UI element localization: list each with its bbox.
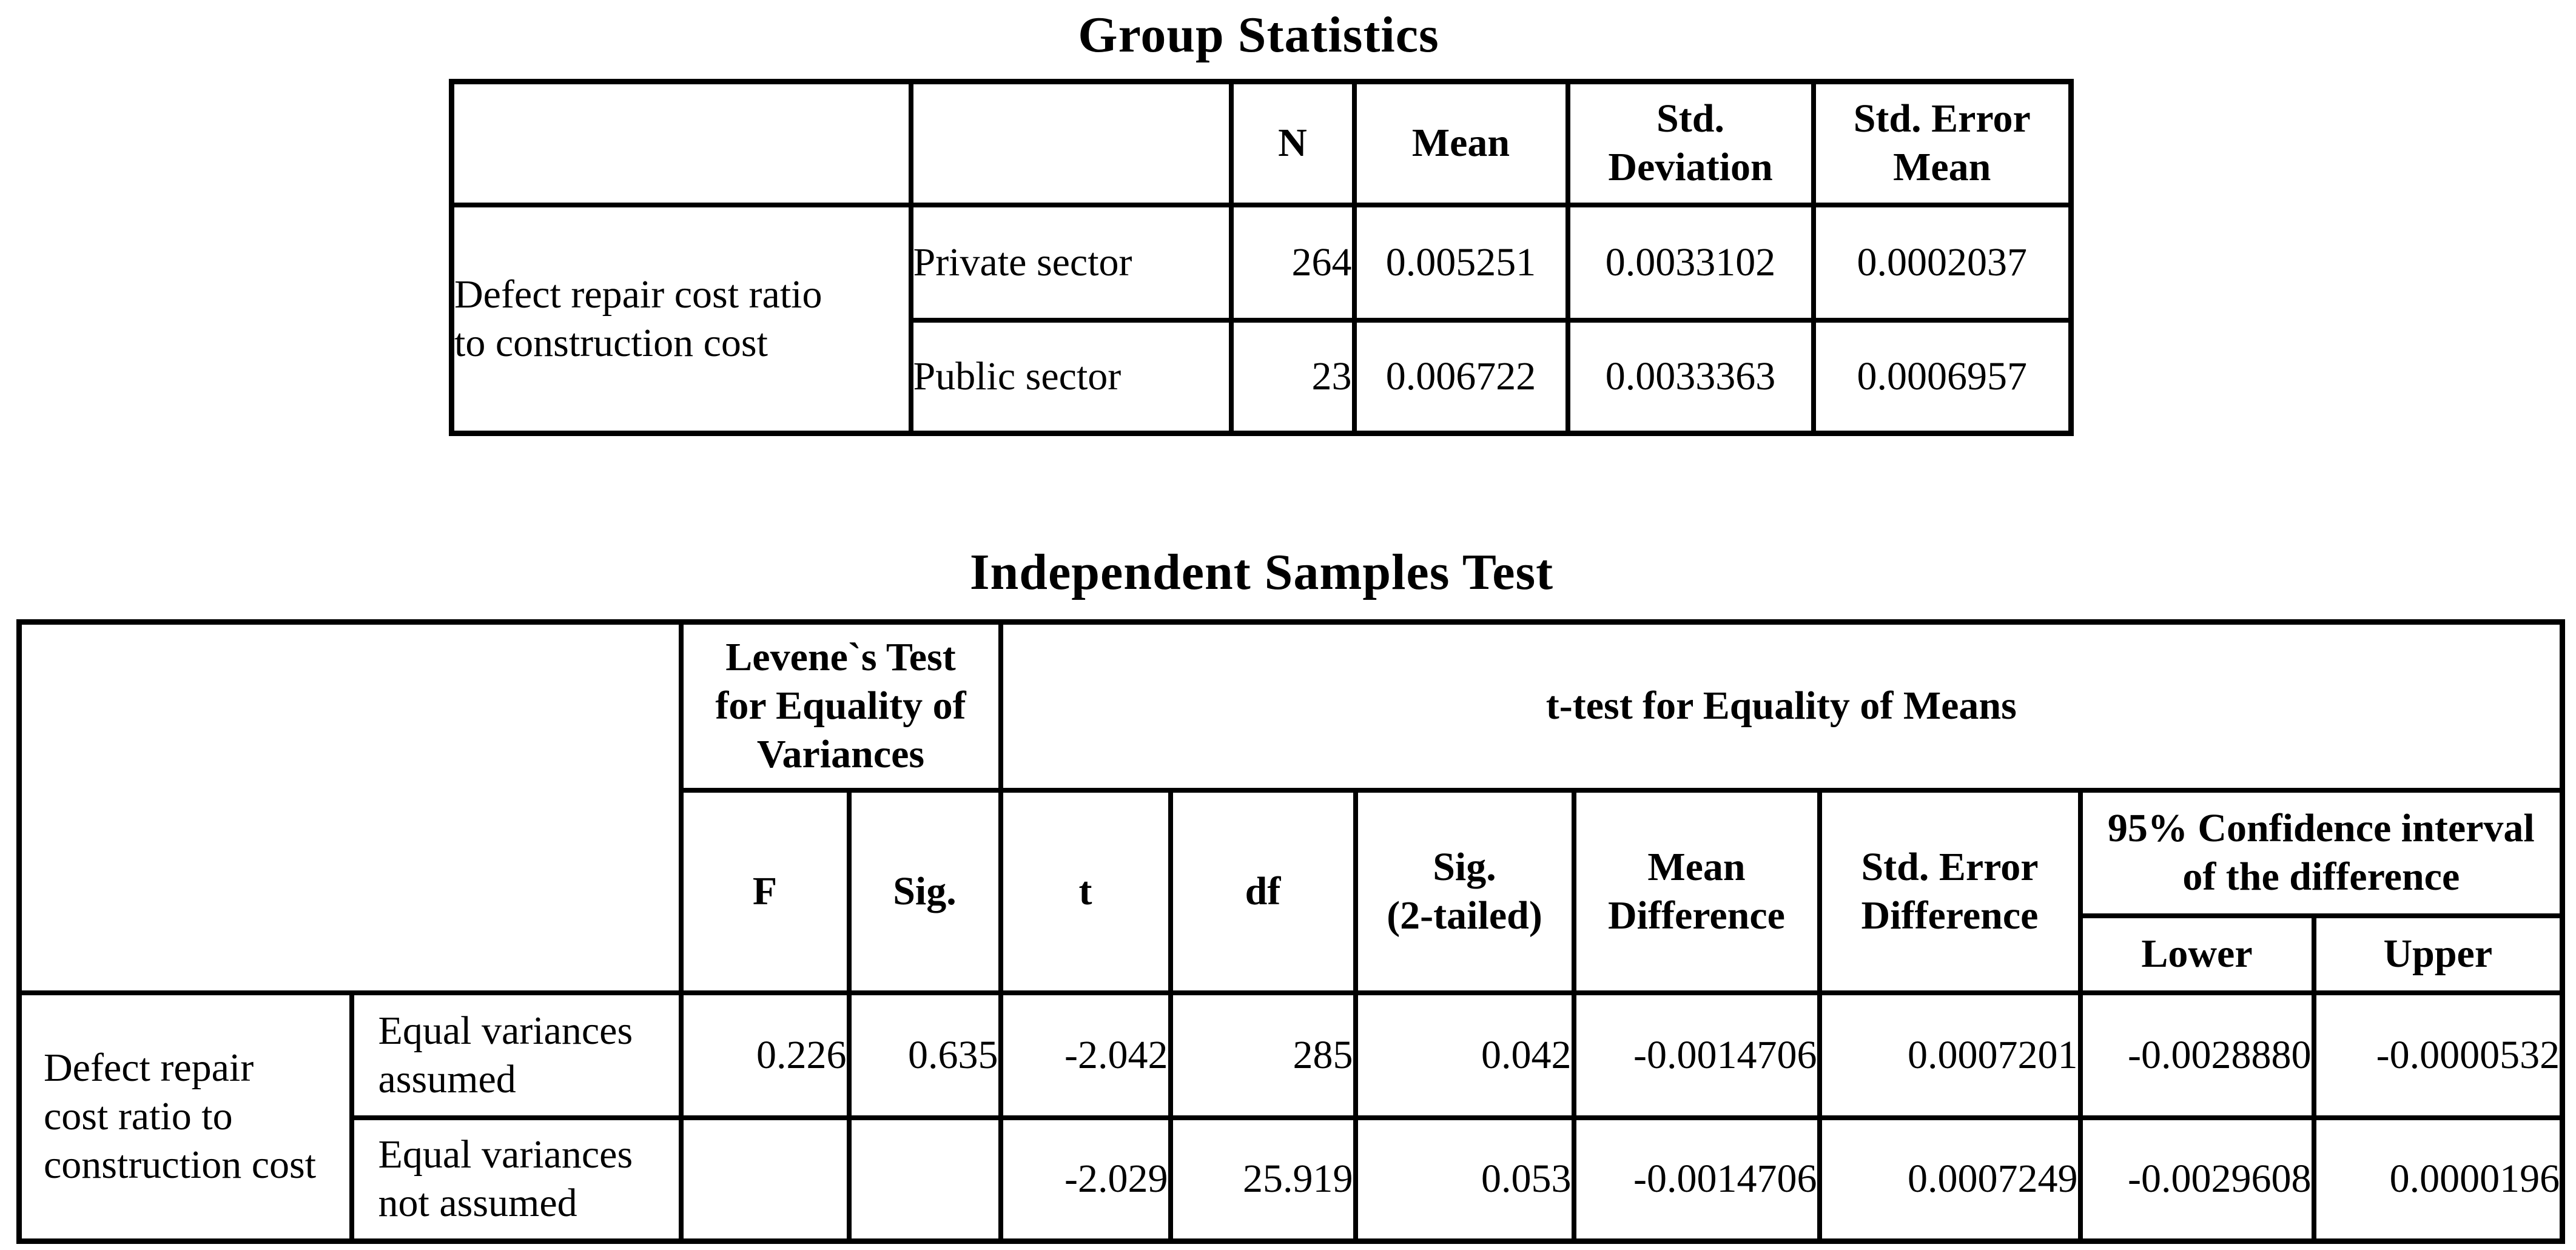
ist-header-mean-difference: Mean Difference: [1571, 787, 1822, 995]
gs-row-public-sector: Public sector 23 0.006722 0.0033363 0.00…: [452, 317, 2074, 436]
gs-row-private-sector: Defect repair cost ratio to construction…: [449, 202, 2074, 436]
gs-header-std-error-mean: Std. Error Mean: [1811, 79, 2074, 207]
ist-header-ttest: t-test for Equality of Means: [998, 619, 2565, 793]
gs-header-empty-variable: [449, 79, 913, 207]
ist-assumed-upper: -0.0000532: [2311, 990, 2565, 1120]
ist-assumed-std-error-difference: 0.0007201: [1817, 990, 2083, 1120]
ist-header-lower: Lower: [2077, 913, 2316, 995]
ist-header-sig-2-tailed: Sig. (2-tailed): [1353, 787, 1576, 995]
ist-not-assumed-mean-difference: -0.0014706: [1571, 1115, 1822, 1244]
gs-private-n: 264: [1228, 202, 1357, 323]
ist-header-confidence-interval: 95% Confidence interval of the differenc…: [2077, 787, 2565, 918]
ist-assumed-label: Equal variances assumed: [349, 990, 684, 1120]
gs-private-group: Private sector: [908, 202, 1234, 323]
ist-not-assumed-df: 25.919: [1168, 1115, 1358, 1244]
ist-assumed-lower: -0.0028880: [2077, 990, 2316, 1120]
gs-header-mean: Mean: [1351, 79, 1570, 207]
gs-public-n: 23: [1228, 317, 1357, 436]
ist-header-t: t: [998, 787, 1173, 995]
ist-header-std-error-difference: Std. Error Difference: [1817, 787, 2083, 995]
gs-variable-label: Defect repair cost ratio to construction…: [449, 202, 913, 436]
gs-private-mean: 0.005251: [1351, 202, 1570, 323]
independent-samples-test-table: Levene`s Test for Equality of Variances …: [16, 619, 2566, 1244]
ist-not-assumed-sig: [846, 1115, 1003, 1244]
group-statistics-title: Group Statistics: [1078, 7, 1439, 63]
gs-header-empty-group: [908, 79, 1234, 207]
ist-assumed-t: -2.042: [998, 990, 1173, 1120]
ist-header-upper: Upper: [2311, 913, 2565, 995]
gs-public-group: Public sector: [908, 317, 1234, 436]
ist-assumed-sig-2-tailed: 0.042: [1353, 990, 1576, 1120]
ist-not-assumed-lower: -0.0029608: [2077, 1115, 2316, 1244]
ist-not-assumed-f: [678, 1115, 852, 1244]
ist-header-row-1: Levene`s Test for Equality of Variances …: [16, 619, 2565, 995]
ist-assumed-df: 285: [1168, 990, 1358, 1120]
gs-private-std-deviation: 0.0033102: [1565, 202, 1816, 323]
gs-header-n: N: [1228, 79, 1357, 207]
ist-assumed-sig: 0.635: [846, 990, 1003, 1120]
ist-assumed-mean-difference: -0.0014706: [1571, 990, 1822, 1120]
ist-header-empty-corner: [16, 619, 684, 995]
ist-not-assumed-sig-2-tailed: 0.053: [1353, 1115, 1576, 1244]
independent-samples-test-title: Independent Samples Test: [969, 544, 1554, 600]
ist-header-row-2: F Sig. t df Sig. (2-tailed) Mean Differe…: [19, 787, 2565, 995]
ist-assumed-f: 0.226: [678, 990, 852, 1120]
gs-public-std-deviation: 0.0033363: [1565, 317, 1816, 436]
ist-not-assumed-label: Equal variances not assumed: [349, 1115, 684, 1244]
gs-header-std-deviation: Std. Deviation: [1565, 79, 1816, 207]
ist-variable-label: Defect repair cost ratio to construction…: [16, 990, 354, 1244]
ist-row-equal-variances-not-assumed: Equal variances not assumed -2.029 25.91…: [19, 1115, 2565, 1244]
ist-not-assumed-upper: 0.0000196: [2311, 1115, 2565, 1244]
gs-public-std-error-mean: 0.0006957: [1811, 317, 2074, 436]
ist-header-sig: Sig.: [846, 787, 1003, 995]
ist-header-df: df: [1168, 787, 1358, 995]
ist-not-assumed-t: -2.029: [998, 1115, 1173, 1244]
ist-header-levene: Levene`s Test for Equality of Variances: [678, 619, 1003, 793]
ist-header-f: F: [678, 787, 852, 995]
gs-header-row: N Mean Std. Deviation Std. Error Mean: [449, 79, 2074, 207]
group-statistics-table: N Mean Std. Deviation Std. Error Mean De…: [449, 79, 2074, 436]
ist-not-assumed-std-error-difference: 0.0007249: [1817, 1115, 2083, 1244]
ist-row-equal-variances-assumed: Defect repair cost ratio to construction…: [16, 990, 2565, 1244]
ist-header-row-3: Lower Upper: [19, 913, 2565, 995]
gs-public-mean: 0.006722: [1351, 317, 1570, 436]
gs-private-std-error-mean: 0.0002037: [1811, 202, 2074, 323]
